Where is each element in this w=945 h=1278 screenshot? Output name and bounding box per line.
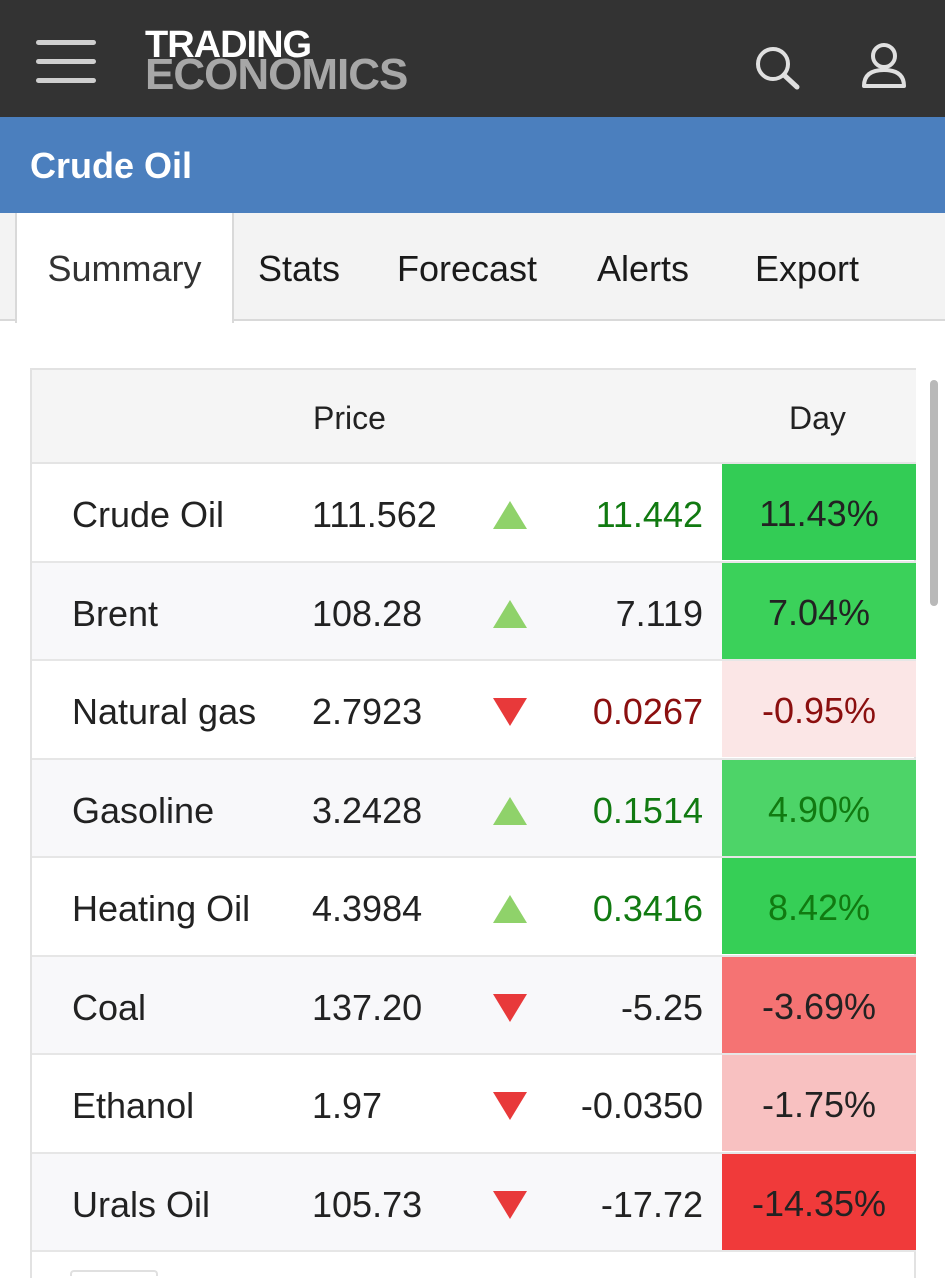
commodity-name[interactable]: Gasoline bbox=[72, 789, 215, 831]
hamburger-menu-icon[interactable] bbox=[36, 38, 96, 84]
day-percent-change: -1.75% bbox=[722, 1055, 916, 1151]
tab-stats[interactable]: Stats bbox=[258, 248, 341, 289]
table-header: Price Day bbox=[32, 370, 916, 464]
commodity-name[interactable]: Urals Oil bbox=[72, 1183, 211, 1225]
menu-line bbox=[36, 59, 96, 64]
trading-economics-logo[interactable]: TRADING ECONOMICS bbox=[145, 24, 408, 99]
price-change: 7.119 bbox=[615, 592, 703, 634]
page-title-bar: Crude Oil bbox=[0, 117, 945, 213]
day-percent-change: -3.69% bbox=[722, 956, 916, 1053]
commodity-price: 2.7923 bbox=[312, 691, 423, 732]
day-percent-change: 8.42% bbox=[722, 858, 916, 954]
arrow-up-icon bbox=[492, 892, 528, 924]
tab-export[interactable]: Export bbox=[755, 248, 860, 289]
commodity-name[interactable]: Ethanol bbox=[72, 1085, 195, 1126]
commodity-price: 4.3984 bbox=[312, 888, 423, 929]
commodity-price: 3.2428 bbox=[312, 789, 423, 831]
day-percent-change: 11.43% bbox=[722, 464, 916, 560]
commodities-table: Price Day Crude Oil 111.562 11.442 11.43% Br… bbox=[30, 368, 916, 1278]
commodity-price: 1.97 bbox=[312, 1085, 383, 1126]
column-header-price[interactable]: Price bbox=[313, 400, 386, 436]
arrow-up-icon bbox=[492, 498, 528, 530]
price-change: -17.72 bbox=[600, 1183, 703, 1225]
table-footer-tab bbox=[70, 1270, 158, 1276]
tab-alerts[interactable]: Alerts bbox=[597, 248, 690, 289]
menu-line bbox=[36, 40, 96, 45]
commodity-price: 108.28 bbox=[312, 592, 423, 634]
table-row[interactable]: Natural gas 2.7923 0.0267 -0.95% bbox=[32, 661, 916, 760]
tab-bar: Summary Stats Forecast Alerts Export bbox=[0, 213, 945, 323]
price-change: -0.0350 bbox=[580, 1085, 703, 1126]
commodity-name[interactable]: Heating Oil bbox=[72, 888, 251, 929]
commodity-name[interactable]: Coal bbox=[72, 986, 147, 1028]
day-percent-change: 4.90% bbox=[722, 759, 916, 856]
price-change: 11.442 bbox=[595, 494, 703, 535]
menu-line bbox=[36, 78, 96, 83]
table-row[interactable]: Brent 108.28 7.119 7.04% bbox=[32, 562, 916, 661]
search-icon[interactable] bbox=[752, 44, 802, 90]
table-row[interactable]: Crude Oil 111.562 11.442 11.43% bbox=[32, 464, 916, 563]
page-title: Crude Oil bbox=[30, 145, 193, 186]
column-header-day[interactable]: Day bbox=[789, 400, 846, 436]
logo-line-1: TRADING bbox=[145, 24, 312, 66]
arrow-down-icon bbox=[492, 1188, 528, 1220]
scrollbar[interactable] bbox=[930, 380, 938, 606]
table-row[interactable]: Urals Oil 105.73 -17.72 -14.35% bbox=[32, 1153, 916, 1252]
top-header: TRADING ECONOMICS bbox=[0, 0, 945, 117]
table-row[interactable]: Ethanol 1.97 -0.0350 -1.75% bbox=[32, 1055, 916, 1154]
arrow-down-icon bbox=[492, 991, 528, 1023]
table-row[interactable]: Coal 137.20 -5.25 -3.69% bbox=[32, 956, 916, 1055]
table-row[interactable]: Gasoline 3.2428 0.1514 4.90% bbox=[32, 759, 916, 858]
logo-line-2: ECONOMICS bbox=[145, 50, 408, 99]
arrow-up-icon bbox=[492, 794, 528, 826]
tab-forecast[interactable]: Forecast bbox=[397, 248, 538, 289]
price-change: 0.1514 bbox=[592, 789, 703, 831]
price-change: 0.0267 bbox=[592, 691, 703, 732]
commodity-price: 105.73 bbox=[312, 1183, 423, 1225]
table-row[interactable]: Heating Oil 4.3984 0.3416 8.42% bbox=[32, 858, 916, 957]
arrow-up-icon bbox=[492, 597, 528, 629]
day-percent-change: -14.35% bbox=[722, 1153, 916, 1250]
arrow-down-icon bbox=[492, 1089, 528, 1121]
arrow-down-icon bbox=[492, 695, 528, 727]
day-percent-change: -0.95% bbox=[722, 661, 916, 757]
price-change: -5.25 bbox=[620, 986, 703, 1028]
commodity-name[interactable]: Crude Oil bbox=[72, 494, 225, 535]
day-percent-change: 7.04% bbox=[722, 562, 916, 659]
commodity-price: 137.20 bbox=[312, 986, 423, 1028]
commodity-name[interactable]: Natural gas bbox=[72, 691, 257, 732]
price-change: 0.3416 bbox=[592, 888, 703, 929]
commodity-name[interactable]: Brent bbox=[72, 592, 159, 634]
user-icon[interactable] bbox=[858, 42, 910, 90]
tab-summary[interactable]: Summary bbox=[15, 213, 234, 323]
commodity-price: 111.562 bbox=[312, 494, 437, 535]
